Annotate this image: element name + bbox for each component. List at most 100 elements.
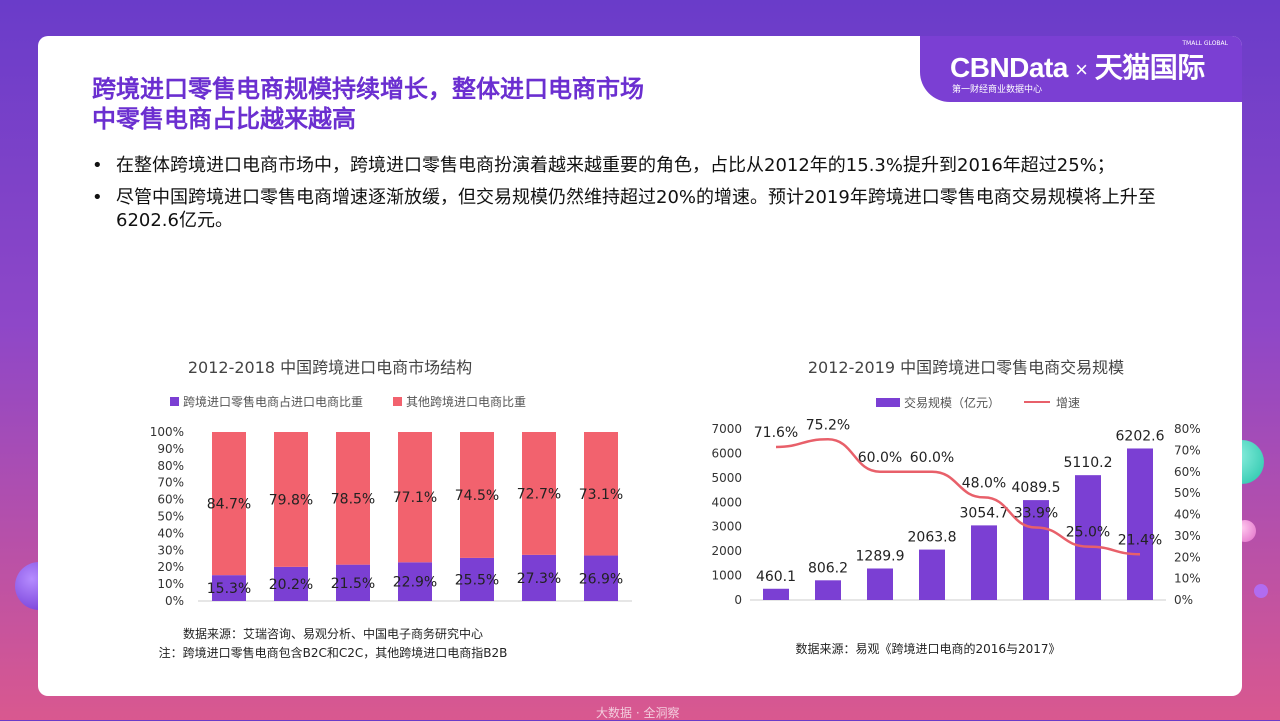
- y-tick-label: 80%: [157, 459, 184, 473]
- y-tick-label-left: 7000: [711, 422, 742, 436]
- chart2-source-text: 数据来源：易观《跨境进口电商的2016与2017》: [795, 642, 1061, 656]
- bar-other-share: [336, 432, 370, 565]
- y-tick-label-left: 4000: [711, 495, 742, 509]
- bar-retail-share: [398, 562, 432, 601]
- legend-swatch-volume: [876, 398, 900, 407]
- data-label-volume: 2063.8: [908, 530, 957, 546]
- bar-transaction-volume: [763, 588, 789, 600]
- legend-swatch-retail: [170, 397, 179, 406]
- data-label-retail: 15.3%: [207, 581, 251, 597]
- cbndata-logo: TMALL GLOBAL CBNData × 天猫国际 第一财经商业数据中心: [920, 36, 1242, 102]
- title-line-2: 中零售电商占比越来越高: [92, 105, 356, 133]
- bar-other-share: [398, 432, 432, 563]
- data-label-volume: 3054.7: [960, 505, 1009, 521]
- bar-other-share: [274, 432, 308, 567]
- logo-brand: CBNData: [950, 52, 1068, 83]
- data-label-retail: 25.5%: [455, 572, 499, 588]
- bullet-item: 尽管中国跨境进口零售电商增速逐渐放缓，但交易规模仍然维持超过20%的增速。预计2…: [88, 186, 1198, 232]
- y-tick-label-right: 70%: [1174, 443, 1201, 457]
- bar-other-share: [522, 432, 556, 555]
- chart1-source: 数据来源：艾瑞咨询、易观分析、中国电子商务研究中心 注：跨境进口零售电商包含B2…: [108, 625, 558, 661]
- legend-label-other: 其他跨境进口电商比重: [406, 394, 526, 409]
- bar-transaction-volume: [867, 568, 893, 600]
- data-label-other: 74.5%: [455, 488, 499, 504]
- data-label-other: 84.7%: [207, 497, 251, 513]
- y-tick-label-right: 60%: [1174, 465, 1201, 479]
- bar-transaction-volume: [815, 580, 841, 600]
- y-tick-label-right: 40%: [1174, 508, 1201, 522]
- data-label-volume: 6202.6: [1116, 428, 1165, 444]
- bar-retail-share: [584, 555, 618, 601]
- legend-label-volume: 交易规模（亿元）: [904, 395, 1000, 410]
- bar-transaction-volume: [919, 549, 945, 600]
- x-tick-label: 2012: [761, 611, 792, 612]
- y-tick-label: 100%: [150, 425, 184, 439]
- growth-rate-line: [775, 438, 1141, 556]
- data-label-growth: 48.0%: [962, 475, 1006, 491]
- bar-retail-share: [274, 566, 308, 601]
- data-label-volume: 1289.9: [856, 548, 905, 564]
- data-label-retail: 26.9%: [579, 571, 623, 587]
- chart1-title: 2012-2018 中国跨境进口电商市场结构: [188, 358, 472, 377]
- x-tick-label: 2014: [865, 611, 896, 612]
- y-tick-label: 10%: [157, 577, 184, 591]
- watermark: 大数据 · 全洞察: [596, 706, 680, 720]
- data-label-growth: 21.4%: [1118, 532, 1162, 548]
- x-tick-label: 2015: [917, 611, 948, 612]
- bar-retail-share: [212, 575, 246, 601]
- slide-card: TMALL GLOBAL CBNData × 天猫国际 第一财经商业数据中心 跨…: [38, 36, 1242, 696]
- logo-times: ×: [1075, 57, 1088, 82]
- bar-other-share: [460, 432, 494, 558]
- x-tick-label: 2019e: [1121, 611, 1159, 612]
- data-label-retail: 20.2%: [269, 577, 313, 593]
- decor-circle-violet-small: [1254, 584, 1268, 598]
- logo-partner: 天猫国际: [1094, 52, 1206, 83]
- y-tick-label-left: 5000: [711, 471, 742, 485]
- y-tick-label-left: 3000: [711, 520, 742, 534]
- logo-text: CBNData × 天猫国际: [950, 46, 1205, 86]
- bullet-list: 在整体跨境进口电商市场中，跨境进口零售电商扮演着越来越重要的角色，占比从2012…: [88, 154, 1198, 241]
- y-tick-label: 70%: [157, 476, 184, 490]
- y-tick-label-left: 1000: [711, 569, 742, 583]
- data-label-volume: 5110.2: [1064, 455, 1113, 471]
- y-tick-label: 60%: [157, 493, 184, 507]
- bar-transaction-volume: [971, 525, 997, 600]
- y-tick-label-right: 80%: [1174, 422, 1201, 436]
- data-label-retail: 21.5%: [331, 576, 375, 592]
- y-tick-label: 0%: [165, 594, 184, 608]
- data-label-growth: 60.0%: [910, 450, 954, 466]
- bar-transaction-volume: [1127, 448, 1153, 600]
- y-tick-label-right: 50%: [1174, 486, 1201, 500]
- x-tick-label: 2017e: [1017, 611, 1055, 612]
- data-label-growth: 71.6%: [754, 425, 798, 441]
- logo-tag: TMALL GLOBAL: [1182, 40, 1228, 47]
- y-tick-label: 30%: [157, 543, 184, 557]
- y-tick-label-left: 6000: [711, 446, 742, 460]
- data-label-other: 78.5%: [331, 491, 375, 507]
- bar-transaction-volume: [1075, 475, 1101, 600]
- legend-label-retail: 跨境进口零售电商占进口电商比重: [183, 394, 363, 409]
- y-tick-label: 20%: [157, 560, 184, 574]
- bar-retail-share: [522, 554, 556, 601]
- bar-retail-share: [460, 557, 494, 601]
- slide-title: 跨境进口零售电商规模持续增长，整体进口电商市场 中零售电商占比越来越高: [92, 74, 644, 134]
- data-label-volume: 806.2: [808, 560, 848, 576]
- chart2-title: 2012-2019 中国跨境进口零售电商交易规模: [808, 358, 1124, 377]
- y-tick-label: 40%: [157, 526, 184, 540]
- data-label-volume: 460.1: [756, 569, 796, 585]
- y-tick-label: 90%: [157, 442, 184, 456]
- logo-subtitle: 第一财经商业数据中心: [952, 85, 1043, 95]
- chart2-source: 数据来源：易观《跨境进口电商的2016与2017》: [728, 640, 1128, 657]
- y-tick-label-left: 0: [734, 593, 742, 607]
- data-label-growth: 75.2%: [806, 417, 850, 433]
- bar-other-share: [212, 432, 246, 576]
- y-tick-label-left: 2000: [711, 544, 742, 558]
- y-tick-label: 50%: [157, 510, 184, 524]
- legend-swatch-other: [393, 397, 402, 406]
- x-tick-label: 2016: [969, 611, 1000, 612]
- bullet-item: 在整体跨境进口电商市场中，跨境进口零售电商扮演着越来越重要的角色，占比从2012…: [88, 154, 1198, 177]
- data-label-growth: 60.0%: [858, 450, 902, 466]
- bar-transaction-volume: [1023, 500, 1049, 600]
